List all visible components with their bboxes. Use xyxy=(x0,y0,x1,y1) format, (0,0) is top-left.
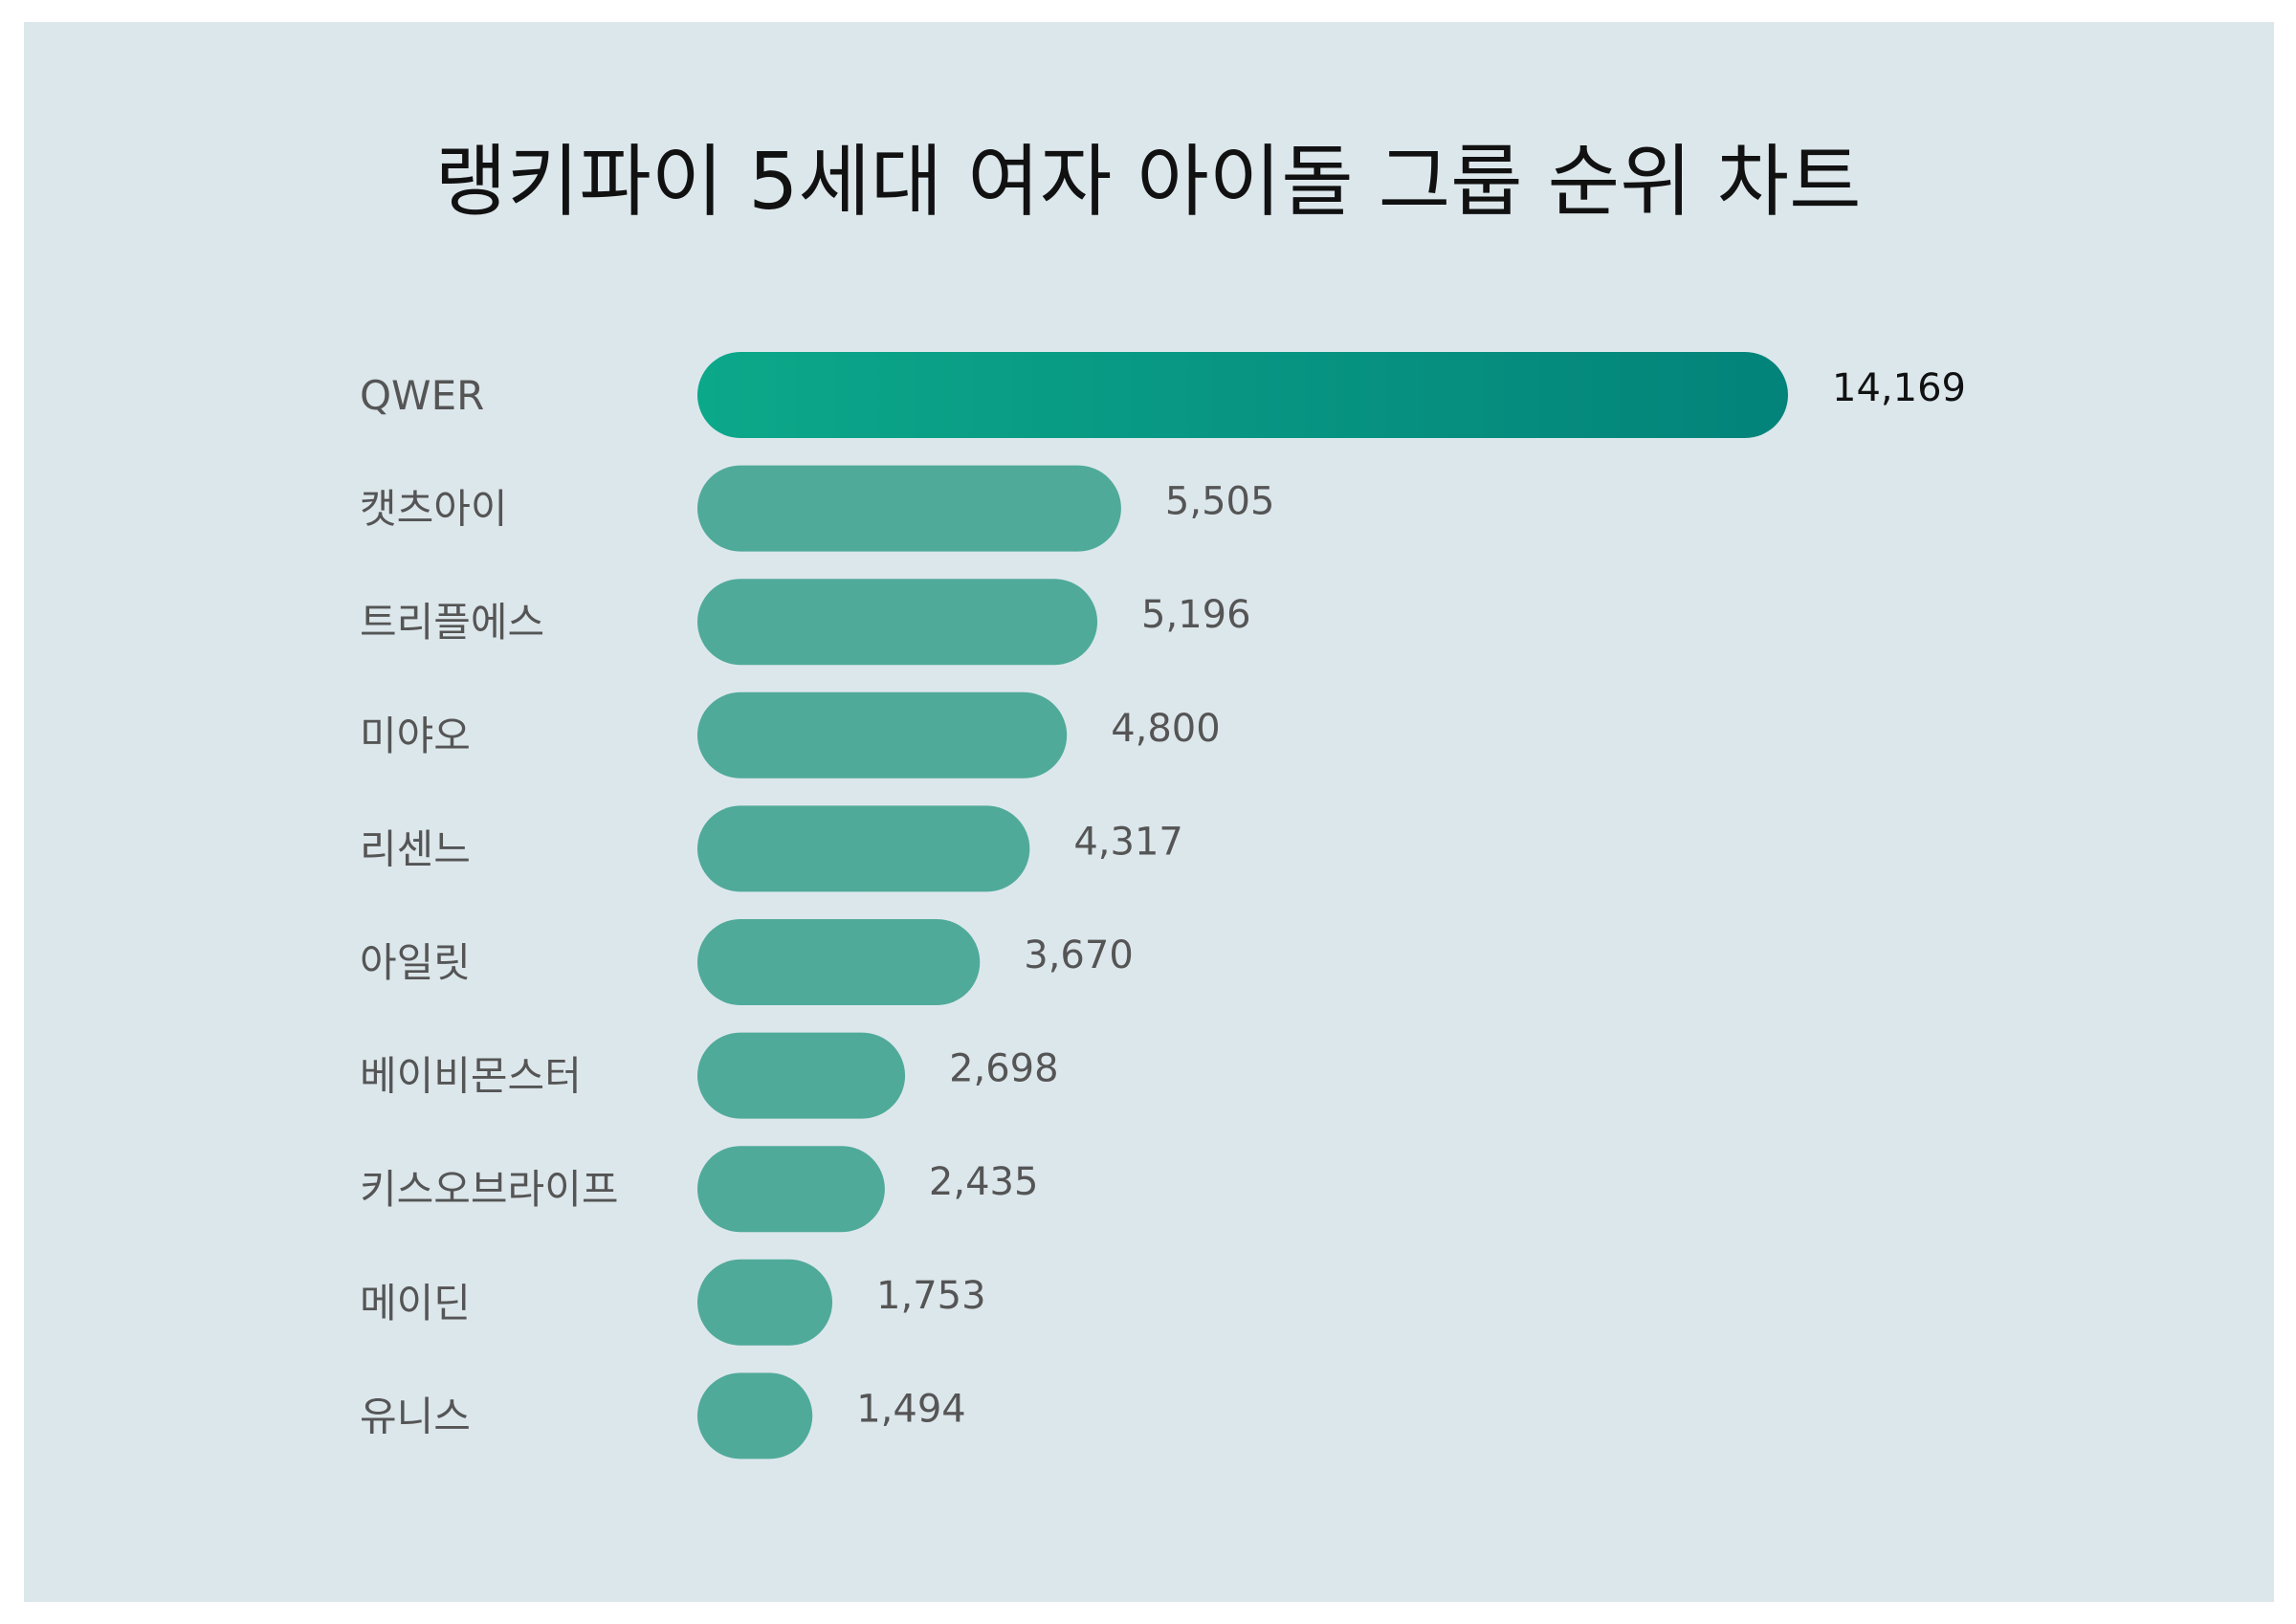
value-label: 5,196 xyxy=(1141,593,1251,637)
bar xyxy=(697,579,1098,666)
bar xyxy=(697,1146,885,1233)
bar xyxy=(697,919,981,1005)
category-label: 키스오브라이프 xyxy=(360,1166,618,1213)
value-label: 3,670 xyxy=(1024,933,1134,977)
category-label: 미야오 xyxy=(360,713,471,759)
value-label: 1,753 xyxy=(876,1274,986,1318)
category-label: 리센느 xyxy=(360,825,471,872)
value-label: 14,169 xyxy=(1832,366,1966,410)
bar xyxy=(697,805,1030,892)
chart-background xyxy=(24,22,2274,1602)
bar xyxy=(697,1032,906,1119)
value-label: 4,800 xyxy=(1111,707,1221,751)
bar xyxy=(697,691,1068,779)
bar xyxy=(697,465,1121,552)
value-label: 4,317 xyxy=(1073,820,1183,864)
category-label: 아일릿 xyxy=(360,939,471,986)
value-label: 2,698 xyxy=(949,1047,1059,1091)
bar xyxy=(697,1259,833,1346)
chart-title: 랭키파이 5세대 여자 아이돌 그룹 순위 차트 xyxy=(434,137,1862,228)
bar xyxy=(697,352,1788,438)
value-label: 1,494 xyxy=(856,1387,966,1431)
value-label: 5,505 xyxy=(1165,480,1275,524)
category-label: 메이딘 xyxy=(360,1280,471,1327)
category-label: 트리플에스 xyxy=(360,599,544,646)
category-label: 베이비몬스터 xyxy=(360,1053,582,1100)
bar xyxy=(697,1372,813,1459)
category-label: 캣츠아이 xyxy=(360,486,508,533)
category-label: 유니스 xyxy=(360,1393,471,1439)
category-label: QWER xyxy=(360,372,484,419)
value-label: 2,435 xyxy=(929,1160,1039,1204)
